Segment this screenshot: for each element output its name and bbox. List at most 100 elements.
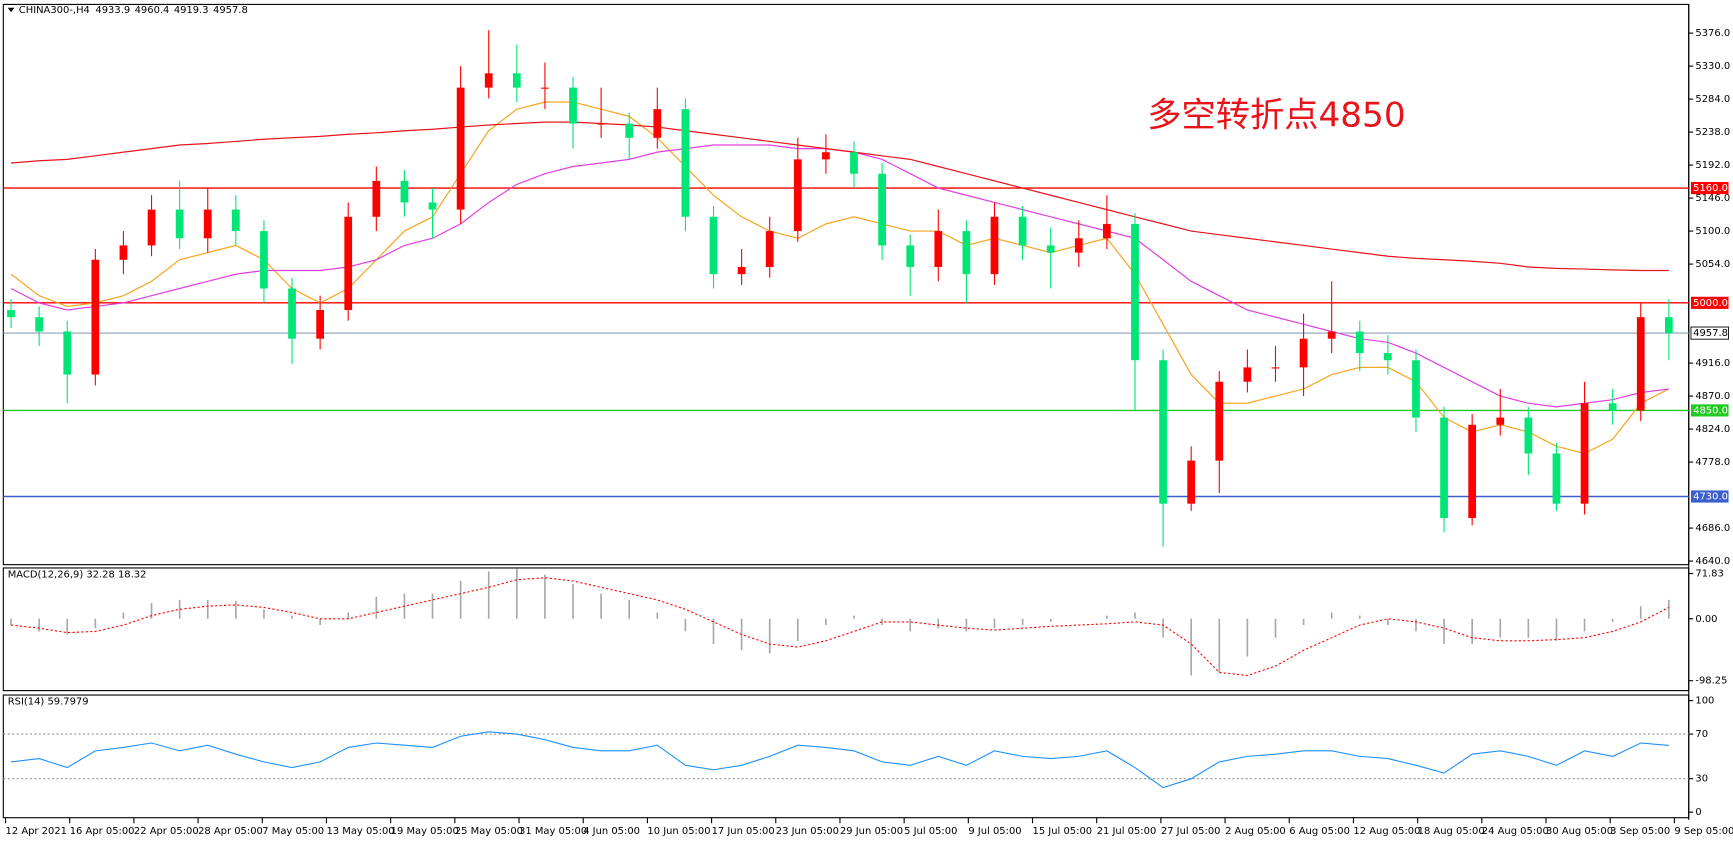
candle-body [906, 245, 915, 267]
candle-body [1552, 453, 1561, 504]
y-tick-label: 100 [1695, 696, 1714, 707]
candle-body [344, 216, 353, 311]
candle-body [1046, 245, 1055, 253]
open: 4933.9 [95, 5, 130, 16]
candle-body [1355, 331, 1364, 354]
x-tick-label: 9 Jul 05:00 [968, 826, 1021, 837]
y-tick-label: 5284.0 [1695, 94, 1730, 105]
candle-body [1468, 424, 1477, 519]
x-tick-label: 27 Jul 05:00 [1161, 826, 1221, 837]
candle-body [456, 87, 465, 210]
x-tick-label: 23 Jun 05:00 [776, 826, 839, 837]
candle-body [1243, 367, 1252, 382]
x-tick-label: 25 May 05:00 [455, 826, 523, 837]
annotation: 多空转折点4850 [1147, 96, 1405, 136]
y-tick-label: 5238.0 [1695, 127, 1730, 138]
candle-body [91, 259, 100, 375]
candle-body [1271, 367, 1280, 369]
moving-average [11, 121, 1669, 272]
candle-body [765, 231, 774, 267]
candle-body [1103, 223, 1111, 239]
rsi-line [10, 731, 1669, 789]
y-tick-label: 5054.0 [1695, 259, 1730, 270]
candle-body [1636, 317, 1645, 411]
candle-body [400, 180, 409, 203]
x-tick-label: 17 Jun 05:00 [712, 826, 775, 837]
level-label: 5160.0 [1693, 183, 1728, 194]
candle-body [737, 266, 746, 275]
y-tick-label: 4686.0 [1695, 523, 1730, 534]
y-tick-label: 30 [1695, 774, 1708, 785]
y-tick-label: 5330.0 [1695, 61, 1730, 72]
y-tick-label: 5376.0 [1695, 28, 1730, 39]
header: CHINA300-,H4 4933.9 4960.4 4919.3 4957.8 [19, 5, 248, 16]
y-tick-label: 0.00 [1695, 614, 1717, 625]
candle-body [934, 231, 943, 267]
symbol: CHINA300-,H4 [19, 5, 90, 16]
x-tick-label: 12 Apr 2021 [6, 826, 67, 837]
current-price-box [1690, 326, 1729, 340]
x-tick-label: 12 Aug 05:00 [1353, 826, 1420, 837]
candle-body [1018, 216, 1027, 246]
x-tick-label: 18 Aug 05:00 [1418, 826, 1485, 837]
y-tick-label: 4916.0 [1695, 358, 1730, 369]
candle-body [1384, 353, 1392, 361]
candle-body [1131, 223, 1139, 361]
close: 4957.8 [213, 5, 248, 16]
y-tick-label: -98.25 [1695, 676, 1727, 687]
macd-signal [10, 577, 1670, 677]
level-label: 5000.0 [1693, 298, 1728, 309]
x-tick-label: 10 Jun 05:00 [647, 826, 710, 837]
level-label-box [1690, 296, 1729, 309]
level-label-box [1690, 490, 1729, 503]
candle-body [1215, 381, 1224, 461]
y-tick-label: 5100.0 [1695, 226, 1730, 237]
x-tick-label: 19 May 05:00 [391, 826, 459, 837]
y-tick-label: 0 [1695, 807, 1701, 818]
y-tick-label: 5146.0 [1695, 193, 1730, 204]
candle-body [990, 216, 999, 275]
y-tick-label: 5192.0 [1695, 160, 1730, 171]
candle-body [1608, 403, 1617, 411]
candle-body [203, 209, 212, 239]
moving-average [10, 101, 1670, 455]
x-tick-label: 6 Aug 05:00 [1289, 826, 1350, 837]
y-tick-label: 4824.0 [1695, 424, 1730, 435]
level-label-box [1690, 181, 1729, 195]
x-tick-label: 22 Apr 05:00 [134, 826, 199, 837]
candle-body [709, 216, 718, 275]
x-tick-label: 5 Jul 05:00 [904, 826, 957, 837]
high: 4960.4 [135, 5, 170, 16]
candle-body [175, 209, 184, 239]
candle-body [541, 87, 549, 89]
candle-body [878, 173, 886, 246]
candle-body [260, 231, 268, 289]
x-tick-label: 29 Jun 05:00 [840, 826, 903, 837]
x-tick-label: 28 Apr 05:00 [198, 826, 263, 837]
candle-body [119, 245, 128, 260]
x-tick-label: 30 Aug 05:00 [1546, 826, 1613, 837]
candle-body [1440, 417, 1448, 519]
menu-arrow[interactable] [7, 7, 15, 13]
candle-body [1496, 417, 1505, 425]
candle-body [962, 231, 971, 275]
candle-body [372, 180, 381, 217]
candle-body [597, 123, 605, 125]
y-tick-label: 4640.0 [1695, 556, 1730, 567]
x-tick-label: 15 Jul 05:00 [1033, 826, 1093, 837]
candle-body [1664, 317, 1673, 334]
candle-body [288, 288, 296, 339]
y-tick-label: 70 [1695, 729, 1708, 740]
panel-label: RSI(14) 59.7979 [8, 697, 89, 708]
candle-body [850, 152, 858, 174]
level-label: 4730.0 [1693, 492, 1728, 503]
candle-body [7, 310, 15, 318]
candle-body [1524, 417, 1533, 454]
candle-body [428, 202, 437, 210]
candle-body [316, 310, 325, 339]
candle-body [681, 109, 690, 217]
